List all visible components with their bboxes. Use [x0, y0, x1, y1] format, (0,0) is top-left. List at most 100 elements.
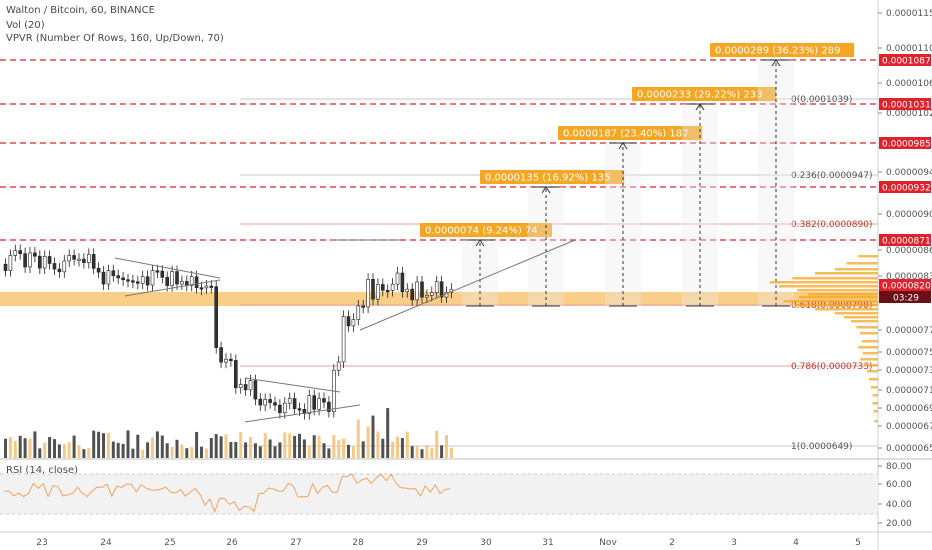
volume-profile-bar — [815, 308, 878, 311]
support-zone — [0, 292, 878, 306]
volume-bar — [322, 443, 326, 458]
time-axis-label: 25 — [164, 538, 175, 548]
volume-profile-bar — [860, 358, 878, 361]
price-tick-label: 0.0000106 — [886, 79, 932, 89]
candle-body — [395, 272, 400, 285]
candle-body — [3, 263, 8, 271]
volume-bar — [449, 447, 453, 458]
target-label-text: 0.0000074 (9.24%) 74 — [425, 226, 538, 237]
volume-bar — [185, 448, 189, 458]
candle-body — [253, 380, 258, 400]
candle-body — [361, 305, 366, 308]
trendline — [114, 257, 221, 279]
volume-bar — [209, 438, 213, 458]
candle-body — [57, 268, 62, 273]
volume-profile-bar — [792, 277, 878, 280]
fib-level-label: 0(0.0001039) — [791, 95, 852, 105]
volume-bar — [121, 443, 125, 458]
price-tick-label: 0.0000067 — [886, 422, 932, 432]
volume-profile-bar — [856, 326, 878, 329]
price-tick-label: 0.0000077 — [886, 326, 932, 336]
volume-bar — [332, 434, 336, 458]
volume-profile-bar — [861, 340, 878, 343]
volume-bar — [371, 415, 375, 458]
volume-bar — [356, 419, 360, 458]
volume-bar — [327, 448, 331, 458]
candle-body — [180, 281, 184, 285]
vpvr-indicator-label[interactable]: VPVR (Number Of Rows, 160, Up/Down, 70) — [6, 33, 224, 44]
candle-body — [82, 258, 86, 263]
price-tag-box — [879, 181, 931, 193]
target-label-text: 0.0000135 (16.92%) 135 — [485, 173, 610, 184]
volume-profile-bar — [870, 386, 878, 389]
volume-bar — [263, 433, 267, 458]
volume-bar — [396, 436, 399, 458]
candle-body — [199, 287, 204, 290]
candle-body — [429, 292, 434, 296]
volume-bar — [425, 445, 429, 458]
volume-bar — [33, 431, 37, 458]
volume-bar — [234, 441, 238, 458]
target-label-box — [710, 43, 855, 57]
candle-body — [165, 277, 169, 286]
target-label-box — [632, 87, 777, 101]
candle-body — [224, 358, 228, 363]
candle-body — [52, 263, 57, 270]
volume-profile-bar — [770, 281, 878, 284]
volume-profile-bar — [846, 262, 878, 265]
volume-profile-bar — [858, 255, 878, 258]
volume-profile-bar — [872, 394, 878, 397]
time-axis-label: 26 — [226, 538, 238, 548]
volume-bar — [62, 444, 66, 458]
volume-bar — [18, 435, 22, 458]
candle-body — [42, 256, 47, 269]
volume-bar — [224, 434, 228, 458]
price-tag-label: 0.0001031 — [882, 101, 931, 111]
candle-body — [136, 281, 140, 284]
candle-body — [106, 270, 111, 285]
candle-body — [209, 285, 214, 288]
volume-bar — [4, 438, 7, 458]
price-tick-label: 0.0000090 — [886, 210, 932, 220]
volume-bar — [214, 434, 218, 458]
candle-body — [101, 271, 106, 285]
volume-bar — [283, 432, 287, 458]
volume-bar — [111, 441, 115, 458]
volume-bar — [38, 448, 42, 458]
volume-profile-bar — [815, 272, 878, 275]
candle-body — [62, 260, 67, 273]
price-tick-label: 0.0000073 — [886, 366, 932, 376]
volume-bar — [219, 436, 223, 458]
volume-profile-bar — [843, 316, 878, 319]
candle-body — [380, 284, 385, 291]
candle-body — [67, 255, 71, 262]
volume-bar — [400, 438, 404, 458]
volume-bar — [342, 438, 346, 458]
volume-indicator-label[interactable]: Vol (20) — [6, 20, 45, 31]
volume-bar — [239, 432, 243, 458]
target-arrow-head — [771, 59, 781, 67]
candle-body — [116, 275, 120, 279]
volume-bar — [131, 448, 135, 458]
candle-body — [37, 255, 42, 269]
volume-profile-bar — [874, 420, 878, 423]
candle-body — [238, 384, 243, 389]
candle-body — [420, 281, 424, 298]
volume-bar — [244, 442, 248, 458]
price-tag-box — [879, 54, 931, 66]
symbol-title[interactable]: Walton / Bitcoin, 60, BINANCE — [6, 5, 155, 16]
target-range-shade — [605, 143, 641, 306]
fib-level-label: 0.382(0.0000890) — [791, 220, 872, 230]
price-tag-label: 0.0000985 — [882, 140, 931, 150]
volume-bar — [258, 446, 262, 458]
volume-bar — [151, 437, 154, 458]
volume-bar — [82, 449, 86, 458]
candle-body — [385, 290, 390, 293]
price-tick-label: 0.0000086 — [886, 246, 932, 256]
volume-bar — [381, 438, 385, 458]
rsi-tick-label: 20.00 — [886, 519, 912, 529]
rsi-indicator-label[interactable]: RSI (14, close) — [6, 465, 79, 476]
volume-bar — [415, 446, 419, 458]
volume-bar — [43, 442, 47, 458]
